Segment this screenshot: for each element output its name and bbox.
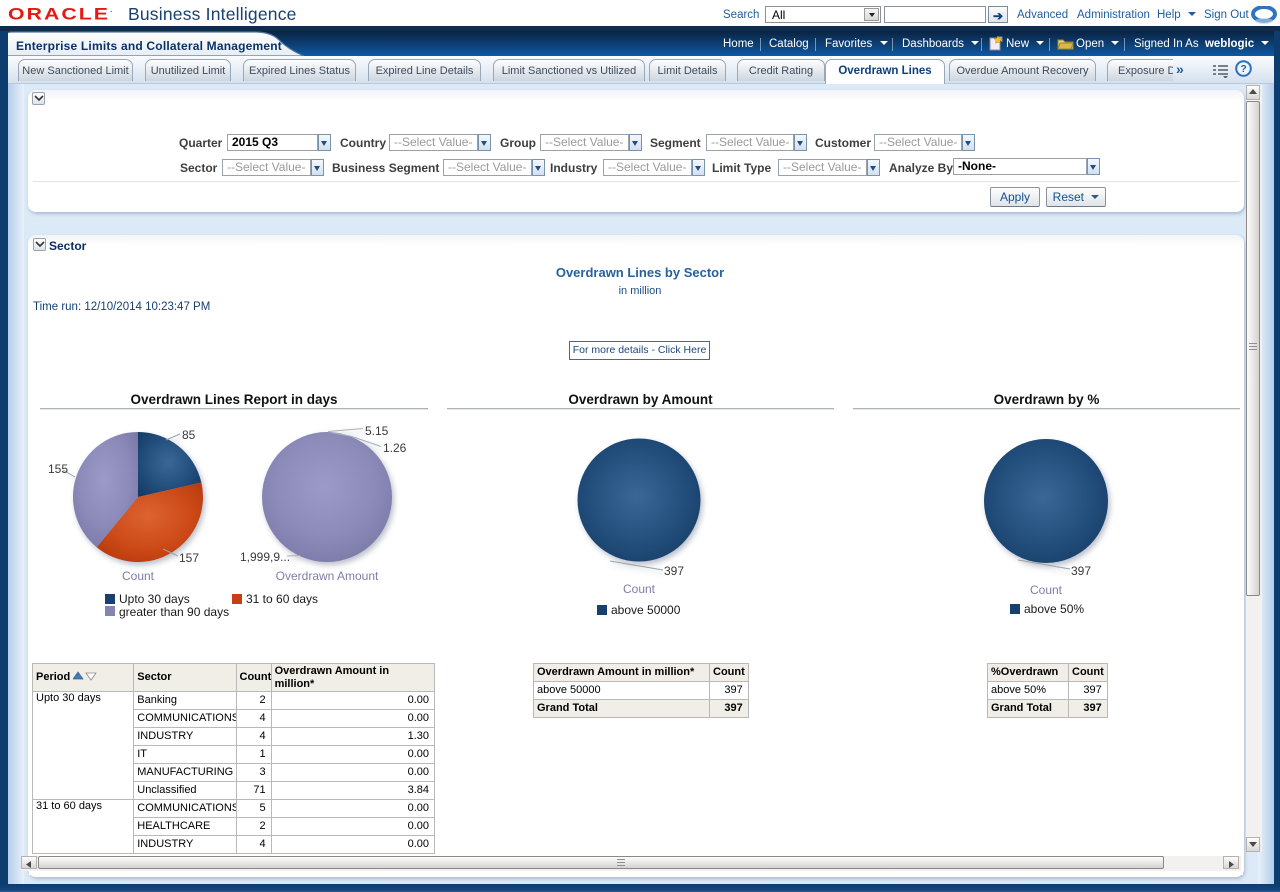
svg-text:?: ?	[1240, 64, 1246, 75]
